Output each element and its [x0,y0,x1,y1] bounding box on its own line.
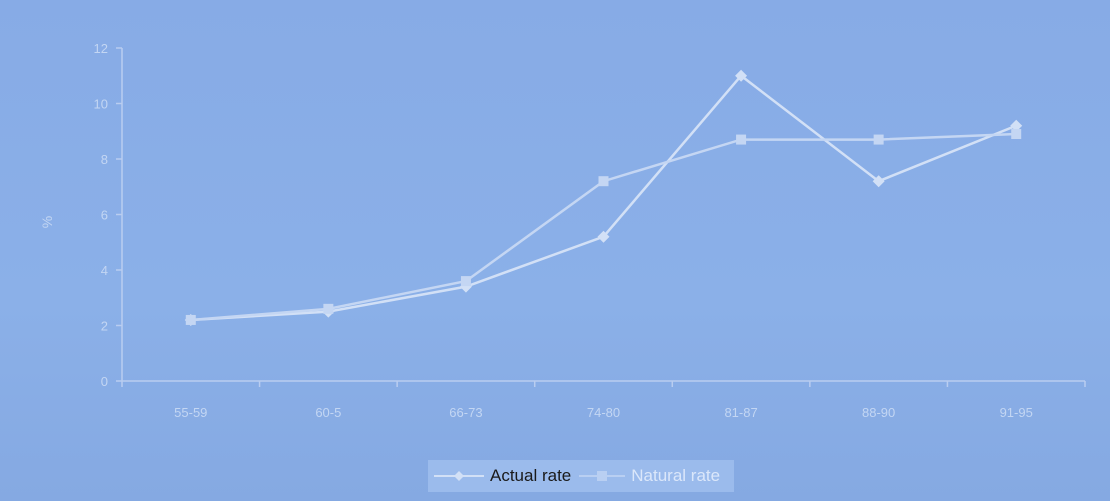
legend-label-natural: Natural rate [631,466,721,485]
chart-series [184,69,1023,326]
data-point [460,276,471,287]
data-point [597,230,610,243]
data-point [598,176,609,187]
legend-item-actual: Actual rate [432,466,571,486]
diamond-marker-icon [434,471,484,481]
series-line [190,132,1017,322]
x-tick-label: 81-87 [724,405,757,420]
legend-item-natural: Natural rate [577,466,720,486]
data-point [185,314,196,325]
x-tick-label: 66-73 [449,405,482,420]
y-tick-label: 0 [101,374,108,389]
y-tick-label: 8 [101,152,108,167]
x-tick-label: 74-80 [587,405,620,420]
y-tick-label: 10 [94,97,108,112]
data-point [323,303,334,314]
chart-legend: Actual rate Natural rate [428,460,735,492]
series-line [190,74,1017,322]
y-tick-label: 6 [101,208,108,223]
x-tick-label: 91-95 [1000,405,1033,420]
data-point [1010,119,1023,132]
x-tick-label: 88-90 [862,405,895,420]
chart-axes: 0 2 4 6 8 10 12 55-59 60-5 66-73 74-80 81-87 88-90 91… [94,41,1086,420]
x-tick-label: 60-5 [315,405,341,420]
y-axis-label: % [39,216,55,228]
square-marker-icon [579,471,626,481]
data-point [872,175,885,188]
data-point [873,134,884,145]
y-tick-label: 12 [94,41,108,56]
series-natural-rate [185,129,1022,325]
data-point [736,134,747,145]
legend-label-actual: Actual rate [490,466,572,485]
y-tick-label: 4 [101,263,108,278]
data-point [735,69,748,82]
y-tick-label: 2 [101,319,108,334]
x-tick-label: 55-59 [174,405,207,420]
series-actual-rate [184,69,1023,326]
data-point [1011,129,1022,140]
